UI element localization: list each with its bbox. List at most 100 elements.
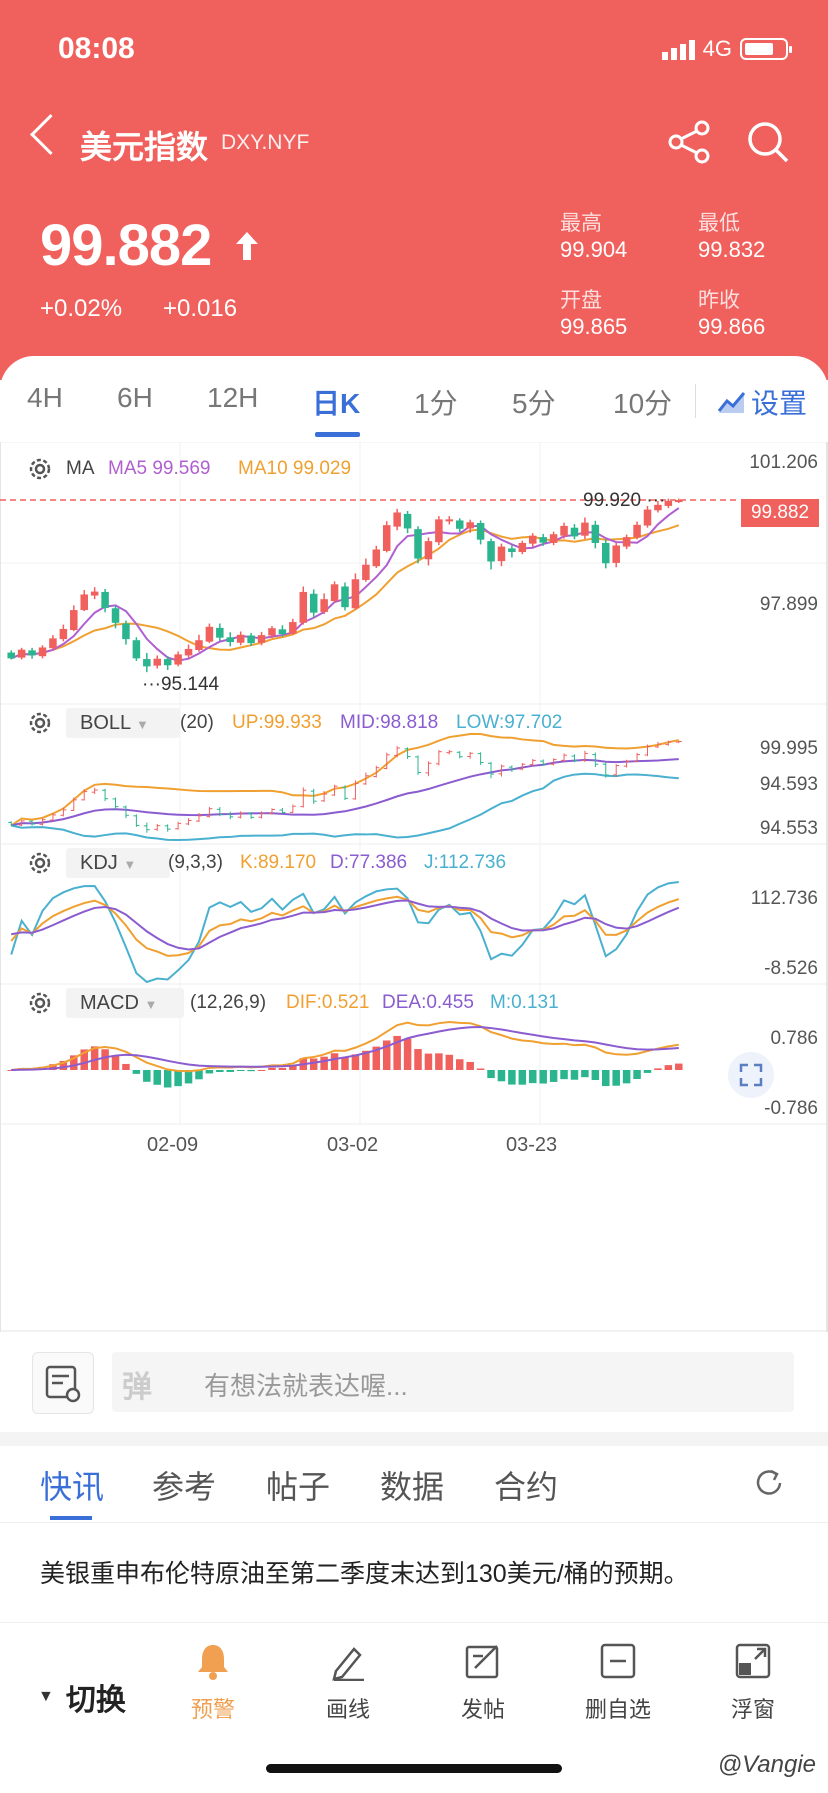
boll-settings-gear-icon[interactable] <box>25 708 55 738</box>
candle-body <box>581 522 589 536</box>
candle-body <box>101 591 109 608</box>
news-tab-contracts[interactable]: 合约 <box>494 1469 559 1505</box>
candle-body <box>330 584 339 602</box>
macd-hist-bar <box>435 1053 443 1070</box>
kdj-select[interactable]: KDJ ▼ <box>66 848 170 878</box>
candle-body <box>153 658 162 666</box>
candle-body <box>675 500 683 503</box>
kdj-params: (9,3,3) <box>168 852 223 873</box>
fullscreen-button[interactable] <box>728 1052 774 1098</box>
nav-draw[interactable]: 画线 <box>293 1641 403 1724</box>
macd-hist-bar <box>372 1046 381 1070</box>
boll-mid-label: MID:98.818 <box>340 712 439 733</box>
candle-body <box>560 525 568 536</box>
tab-4h[interactable]: 4H <box>27 382 63 413</box>
macd-hist-bar <box>122 1063 130 1070</box>
candle-body <box>38 647 47 657</box>
macd-dea-label: DEA:0.455 <box>382 992 474 1013</box>
ma-axis-mid: 97.899 <box>759 594 818 615</box>
news-tab-flash[interactable]: 快讯 <box>40 1469 105 1505</box>
page-title: 美元指数 <box>80 129 209 165</box>
quote-header: 08:08 4G 美元指数 DXY.NYF 99.882 +0.02% +0.0… <box>0 0 828 380</box>
macd-dea-line <box>11 1026 679 1071</box>
tab-10min[interactable]: 10分 <box>613 388 673 419</box>
macd-hist-bar <box>153 1070 162 1085</box>
status-time: 08:08 <box>58 32 135 65</box>
macd-hist-bar <box>174 1070 182 1087</box>
candle-body <box>508 548 516 553</box>
candle-body <box>299 591 308 623</box>
boll-axis-bottom: 94.553 <box>759 818 818 839</box>
macd-params: (12,26,9) <box>190 992 267 1013</box>
pen-icon <box>332 1647 364 1682</box>
candle-body <box>362 564 370 580</box>
candle-body <box>257 635 266 643</box>
x-tick-label: 03-23 <box>506 1134 558 1156</box>
nav-float-window[interactable]: 浮窗 <box>698 1641 808 1724</box>
document-gear-icon <box>45 1365 81 1403</box>
macd-hist-bar <box>268 1067 276 1070</box>
tab-daily[interactable]: 日K <box>312 388 361 419</box>
ma-axis-top: 101.206 <box>749 452 818 473</box>
candle-body <box>80 594 88 611</box>
nav-post[interactable]: 发帖 <box>428 1641 538 1724</box>
kdj-d-label: D:77.386 <box>330 852 408 873</box>
emoji-icon[interactable]: 弹 <box>122 1371 152 1404</box>
macd-hist-bar <box>581 1070 589 1078</box>
candle-body <box>570 527 579 537</box>
share-icon[interactable] <box>668 120 712 164</box>
macd-select[interactable]: MACD ▼ <box>66 988 184 1018</box>
macd-hist-bar <box>675 1063 683 1070</box>
news-tab-data[interactable]: 数据 <box>380 1469 445 1505</box>
kdj-axis-bottom: -8.526 <box>764 958 818 979</box>
chart-settings-button[interactable]: 设置 <box>717 382 807 422</box>
macd-settings-gear-icon[interactable] <box>25 988 55 1018</box>
nav-remove-watchlist[interactable]: 删自选 <box>563 1641 673 1724</box>
candle-body <box>612 545 620 563</box>
macd-hist-bar <box>654 1068 662 1070</box>
tab-underline <box>315 432 360 437</box>
macd-hist-bar <box>560 1070 568 1080</box>
ma-title: MA <box>66 458 95 479</box>
news-divider <box>0 1522 828 1523</box>
document-settings-button[interactable] <box>32 1352 94 1414</box>
news-headline[interactable]: 美银重申布伦特原油至第二季度末达到130美元/桶的预期。 <box>40 1560 689 1588</box>
macd-hist-bar <box>289 1065 297 1070</box>
search-icon[interactable] <box>746 120 790 164</box>
tab-6h[interactable]: 6H <box>117 382 153 413</box>
chart-area[interactable]: MA MA5 99.569 MA10 99.029 101.206 97.899… <box>0 442 828 1332</box>
prev-close-value: 99.866 <box>698 314 766 339</box>
comment-row: 弹 有想法就表达喔... <box>0 1338 828 1438</box>
news-tab-posts[interactable]: 帖子 <box>266 1469 331 1505</box>
current-price-tag: 99.882 <box>741 499 819 527</box>
back-icon[interactable] <box>29 113 72 156</box>
candle-body <box>309 593 318 613</box>
candle-body <box>216 627 224 638</box>
ma-settings-gear-icon[interactable] <box>25 454 55 484</box>
comment-input[interactable]: 弹 有想法就表达喔... <box>112 1352 794 1412</box>
macd-hist-bar <box>591 1070 600 1081</box>
boll-select[interactable]: BOLL ▼ <box>66 708 180 738</box>
candle-body <box>143 659 151 667</box>
candle-body <box>7 652 15 659</box>
nav-alert[interactable]: 预警 <box>158 1641 268 1724</box>
tab-1min[interactable]: 1分 <box>414 388 458 419</box>
x-tick-label: 03-02 <box>327 1134 379 1156</box>
tab-5min[interactable]: 5分 <box>512 388 556 419</box>
candle-body <box>268 628 276 636</box>
candle-body <box>28 650 36 656</box>
macd-hist-bar <box>70 1055 78 1070</box>
macd-hist-bar <box>59 1060 68 1070</box>
battery-icon <box>740 38 792 60</box>
kdj-settings-gear-icon[interactable] <box>25 848 55 878</box>
macd-hist-bar <box>257 1069 266 1071</box>
refresh-icon[interactable] <box>752 1466 786 1500</box>
candle-body <box>122 623 130 640</box>
macd-hist-bar <box>476 1068 485 1070</box>
news-tab-reference[interactable]: 参考 <box>152 1469 217 1505</box>
tab-12h[interactable]: 12H <box>207 382 259 413</box>
switch-button[interactable]: ▼ 切换 <box>38 1675 126 1719</box>
candle-body <box>351 579 360 609</box>
candle-body <box>184 648 193 656</box>
home-indicator[interactable] <box>266 1764 562 1773</box>
